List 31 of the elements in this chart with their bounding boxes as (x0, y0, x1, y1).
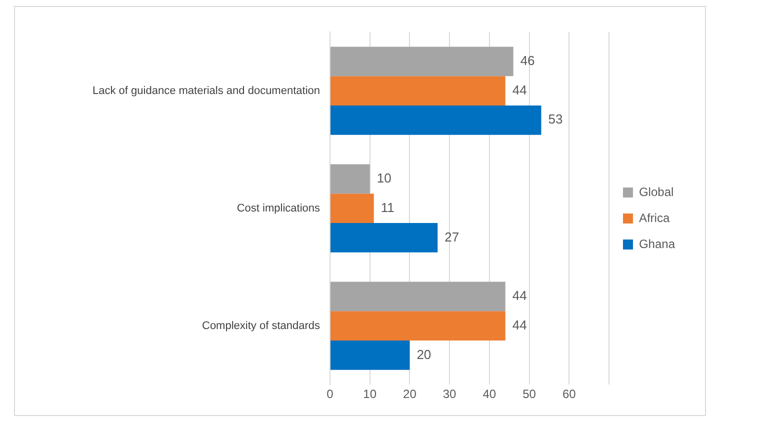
data-label: 44 (512, 82, 527, 98)
y-tick-label: Complexity of standards (202, 320, 320, 332)
data-label: 53 (548, 112, 563, 127)
bar (330, 105, 542, 135)
bar (330, 311, 506, 341)
x-tick-label: 50 (522, 387, 536, 402)
bar (330, 340, 410, 370)
x-tick-label: 0 (326, 387, 334, 402)
bar (330, 282, 506, 312)
bar (330, 164, 370, 194)
legend-label: Ghana (638, 236, 676, 251)
x-tick-label: 30 (442, 387, 457, 402)
x-tick-label: 10 (363, 387, 377, 402)
y-tick-label: Lack of guidance materials and documentation (92, 84, 320, 97)
x-tick-label: 20 (403, 387, 417, 402)
data-label: 27 (444, 229, 460, 244)
bar (330, 194, 374, 223)
y-tick-label: Cost implications (236, 202, 320, 214)
data-label: 46 (520, 52, 535, 68)
data-label: 10 (376, 170, 392, 186)
bar (330, 76, 506, 106)
x-tick-label: 40 (482, 387, 496, 402)
data-label: 20 (416, 346, 432, 362)
data-label: 11 (380, 200, 394, 215)
bar (330, 222, 438, 252)
bar (330, 46, 514, 76)
legend-label: Global (638, 184, 674, 199)
data-label: 44 (512, 288, 527, 304)
data-label: 44 (512, 317, 527, 332)
x-tick-label: 60 (562, 387, 576, 402)
legend-label: Africa (638, 210, 670, 225)
